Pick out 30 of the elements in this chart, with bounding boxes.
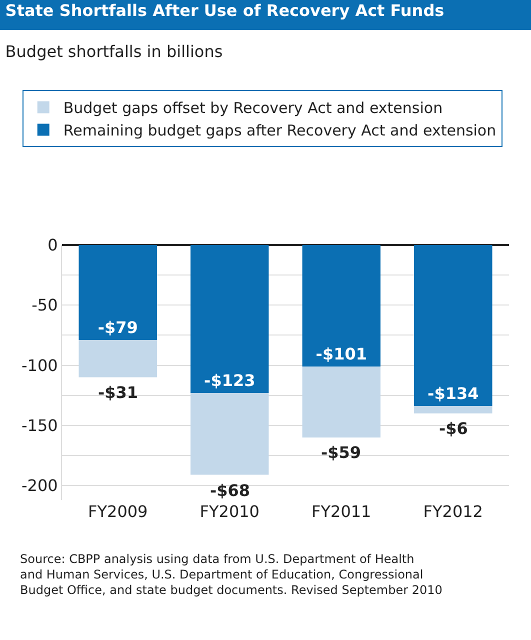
data-label: -$79 — [98, 318, 138, 338]
legend-label: Budget gaps offset by Recovery Act and extension — [63, 99, 443, 118]
y-tick-label: -50 — [32, 296, 58, 315]
bar — [414, 245, 492, 406]
bar — [190, 392, 269, 475]
y-tick-label: 0 — [48, 236, 58, 255]
bar — [78, 340, 157, 378]
x-tick-label: FY2010 — [200, 502, 260, 521]
data-label: -$6 — [439, 419, 468, 438]
data-label: -$123 — [204, 370, 256, 390]
data-label: -$101 — [316, 344, 367, 364]
bar — [414, 406, 492, 414]
x-tick-label: FY2009 — [88, 502, 148, 521]
source-note: Source: CBPP analysis using data from U.S. Department of Health and Human Services, U.S. Department of Education, Congressional Budget Office, and state budget documents. Revised September 2010 — [20, 552, 442, 598]
bar — [302, 366, 380, 438]
chart-subtitle: Budget shortfalls in billions — [5, 42, 223, 61]
bar — [190, 245, 269, 393]
data-label: -$31 — [98, 383, 138, 402]
y-tick-label: -200 — [21, 476, 58, 496]
bar — [78, 245, 157, 340]
legend-label: Remaining budget gaps after Recovery Act and extension — [63, 122, 496, 140]
bar — [302, 245, 380, 366]
data-label: -$134 — [428, 384, 479, 404]
data-label: -$68 — [210, 481, 250, 500]
y-tick-label: -150 — [21, 416, 58, 436]
x-tick-label: FY2011 — [312, 502, 372, 521]
x-tick-label: FY2012 — [423, 502, 483, 521]
data-label: -$59 — [321, 443, 362, 462]
chart-title: State Shortfalls After Use of Recovery Act Funds — [5, 1, 444, 20]
y-tick-label: -100 — [21, 356, 58, 375]
